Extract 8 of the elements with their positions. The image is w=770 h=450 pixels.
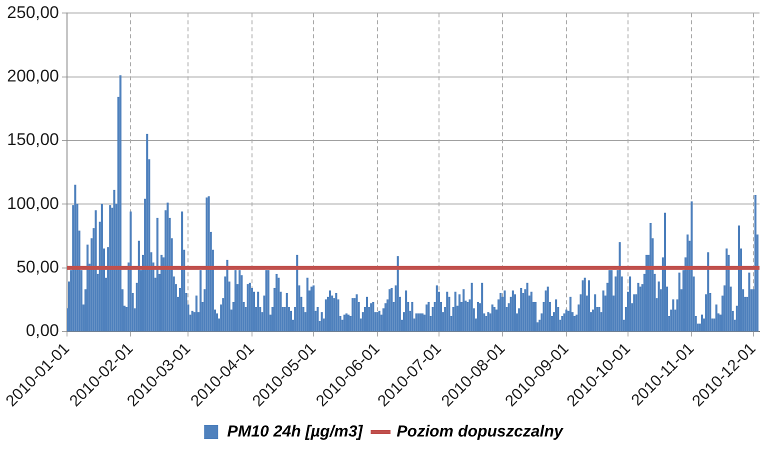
y-tick-label: 250,00 [6,2,59,22]
y-tick-label: 0,00 [26,321,59,340]
y-tick-label: 200,00 [6,66,59,86]
legend-label: Poziom dopuszczalny [396,423,564,440]
y-tick-label: 100,00 [6,194,59,213]
legend-label: PM10 24h [µg/m3] [227,423,364,440]
y-tick-label: 150,00 [6,130,59,150]
y-tick-label: 50,00 [16,258,59,277]
